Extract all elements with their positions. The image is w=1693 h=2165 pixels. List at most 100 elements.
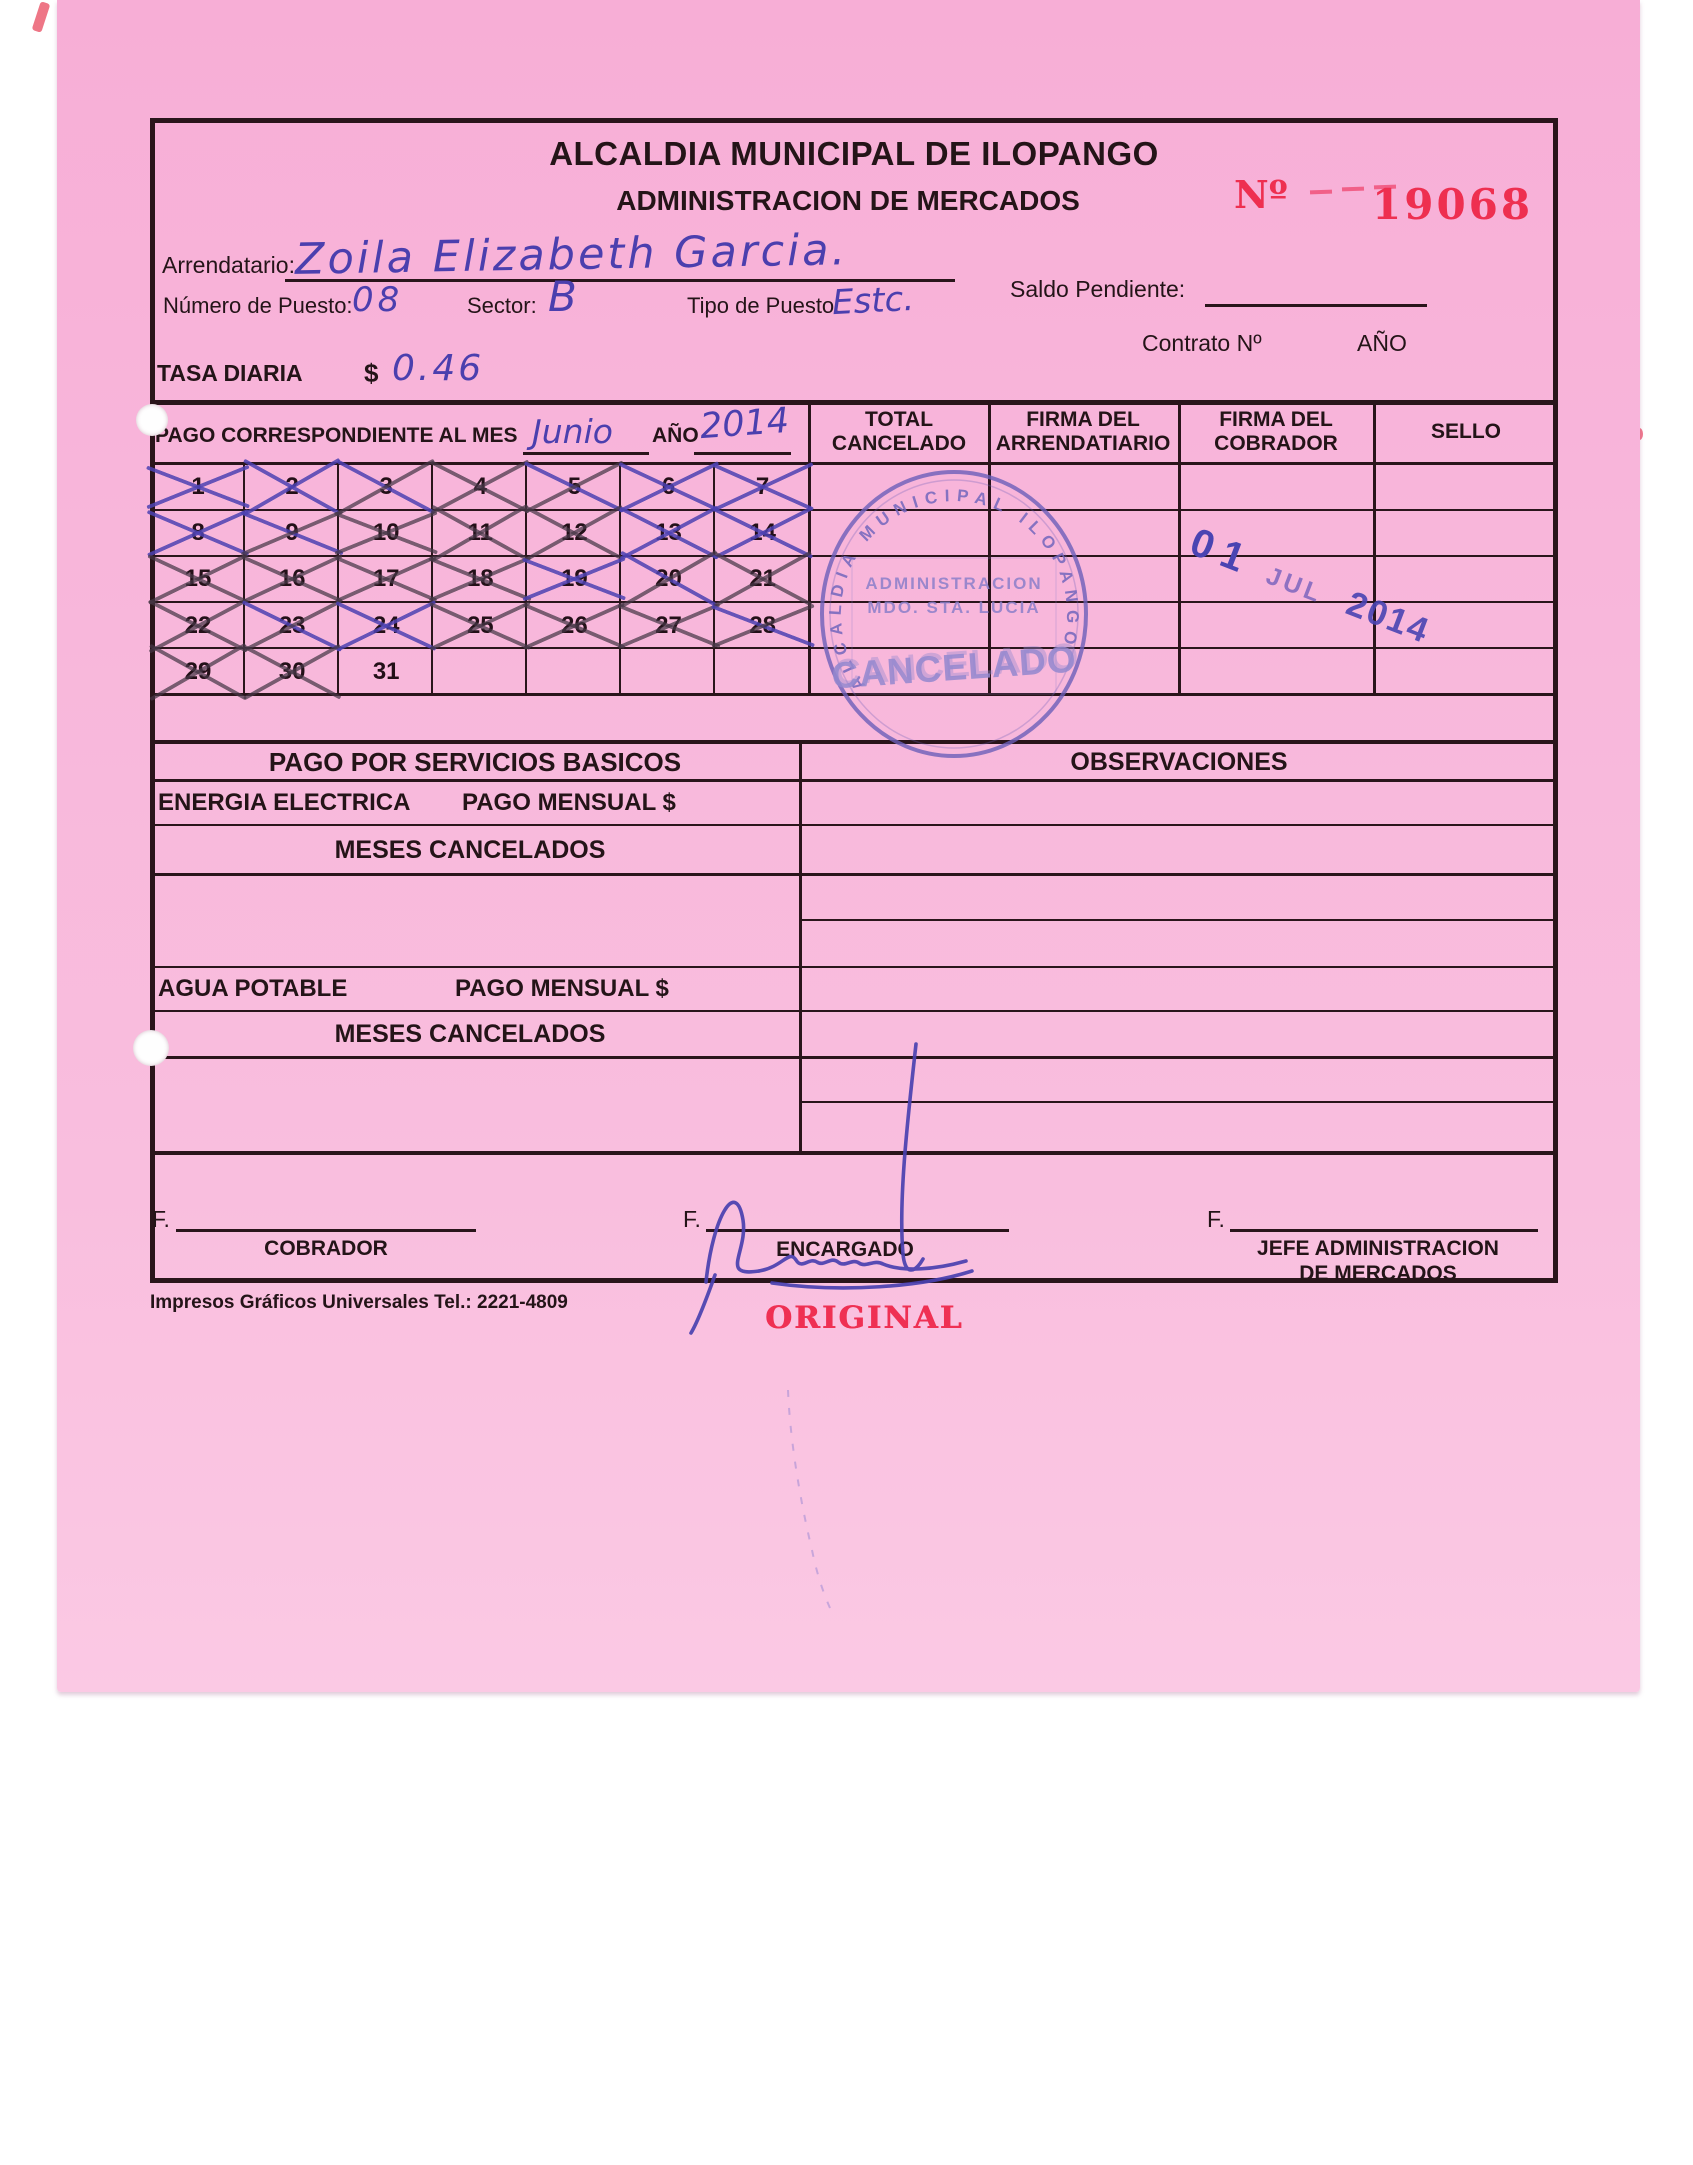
calendar-day-22: 22 [148,598,248,654]
grid-line [150,1056,1558,1059]
tasa-diaria-label: TASA DIARIA [157,360,303,386]
calendar-day-11: 11 [431,503,530,563]
calendar-day-5: 5 [524,460,625,514]
grid-line [150,693,1558,696]
encargado-label: ENCARGADO [776,1238,914,1261]
form-subtitle: ADMINISTRACION DE MERCADOS [616,185,1080,216]
numero-puesto-label: Número de Puesto: [163,293,353,318]
grid-line [1373,400,1376,695]
calendar-day-9: 9 [240,509,344,557]
grid-line [243,462,245,695]
grid-line [808,400,811,695]
seal-cancelado: CANCELADO [830,638,1078,696]
pago-mensual-label: PAGO MENSUAL $ [455,975,669,1002]
seal-line2: MDO. STA. LUCIA [867,598,1040,617]
calendar-day-15: 15 [147,553,249,606]
energia-electrica-label: ENERGIA ELECTRICA [158,789,411,816]
grid-line [150,779,1558,782]
col-header-firma-cobrador: COBRADOR [1214,432,1338,455]
day-number: 17 [372,565,400,593]
pen-scratch-mark [787,1389,831,1609]
numero-puesto-value: 08 [352,280,404,320]
calendar-day-23: 23 [241,598,343,653]
calendar-day-4: 4 [430,459,531,515]
day-number: 10 [372,519,400,547]
receipt-number: 19068 [1372,180,1534,229]
calendar-day-21: 21 [713,550,813,608]
day-number: 22 [184,611,212,639]
day-number: 4 [473,473,487,500]
grid-line [800,1101,1558,1103]
calendar-day-31: 31 [339,649,433,695]
copy-type-stamp: ORIGINAL [765,1300,964,1336]
day-number: 27 [655,611,682,639]
pago-mes-label: PAGO CORRESPONDIENTE AL MES [155,424,518,447]
jefe-administracion-label: JEFE ADMINISTRACION [1257,1237,1499,1260]
grid-line [1178,400,1181,695]
form-border [150,118,1558,1283]
month-value: Junio [532,412,613,451]
grid-line [619,462,621,695]
calendar-day-8: 8 [146,508,250,558]
day-number: 31 [372,657,400,685]
day-number: 20 [655,565,682,593]
meses-cancelados-label: MESES CANCELADOS [334,836,606,864]
jefe-administracion-label: DE MERCADOS [1299,1262,1457,1285]
col-header-total: TOTAL [864,408,934,431]
year-value: 2014 [698,400,791,448]
calendar-day-14: 14 [712,506,813,560]
day-number: 21 [749,565,776,593]
ano-label: AÑO [652,424,699,447]
calendar-day-7: 7 [711,461,814,513]
day-number: 2 [285,473,299,500]
col-header-firma-arrendatario: FIRMA DEL [1026,408,1140,431]
signature-line [176,1229,476,1232]
day-number: 11 [467,519,493,547]
calendar-day-18: 18 [428,556,533,603]
pago-mensual-label: PAGO MENSUAL $ [462,789,676,816]
calendar-day-27: 27 [616,602,721,649]
grid-line [799,740,802,1153]
sector-label: Sector: [467,293,537,318]
firma-label: F. [683,1206,701,1232]
punch-hole [136,404,168,436]
calendar-day-30: 30 [242,643,342,701]
field-underline [523,452,649,455]
observaciones-header: OBSERVACIONES [1070,748,1288,776]
punch-hole [133,1030,169,1066]
field-underline [285,279,955,282]
day-number: 30 [278,657,306,685]
day-number: 24 [372,611,400,639]
day-number: 19 [561,565,588,593]
grid-line [150,824,1558,826]
red-ink-smudge [31,1,51,33]
grid-line [431,462,433,695]
grid-line [800,919,1558,921]
printer-credit: Impresos Gráficos Universales Tel.: 2221… [150,1292,568,1313]
day-number: 26 [561,611,588,639]
form-title: ALCALDIA MUNICIPAL DE ILOPANGO [549,135,1159,172]
calendar-day-19: 19 [522,556,627,602]
day-number: 14 [749,519,776,547]
grid-line [150,601,1558,603]
official-seal-stamp: ALCALDIA MUNICIPAL ILOPANGO ADMINISTRACI… [820,470,1088,758]
tipo-puesto-value: Estc. [831,278,916,324]
calendar-day-12: 12 [524,504,624,562]
tasa-currency: $ [364,358,379,388]
calendar-day-1: 1 [145,464,251,510]
receipt-paper [57,0,1640,1692]
ano-header-label: AÑO [1357,330,1407,356]
calendar-day-16: 16 [241,554,344,605]
col-header-firma-cobrador: FIRMA DEL [1219,408,1333,431]
grid-line [988,400,991,695]
grid-line [337,462,339,695]
seal-line1: ADMINISTRACION [865,574,1042,593]
day-number: 15 [184,565,212,593]
day-number: 5 [567,473,582,500]
red-dash-mark [1341,186,1365,192]
field-underline [1205,304,1427,307]
grid-line [713,462,715,695]
day-number: 7 [755,473,770,500]
day-number: 1 [191,473,205,500]
day-number: 16 [278,565,306,593]
